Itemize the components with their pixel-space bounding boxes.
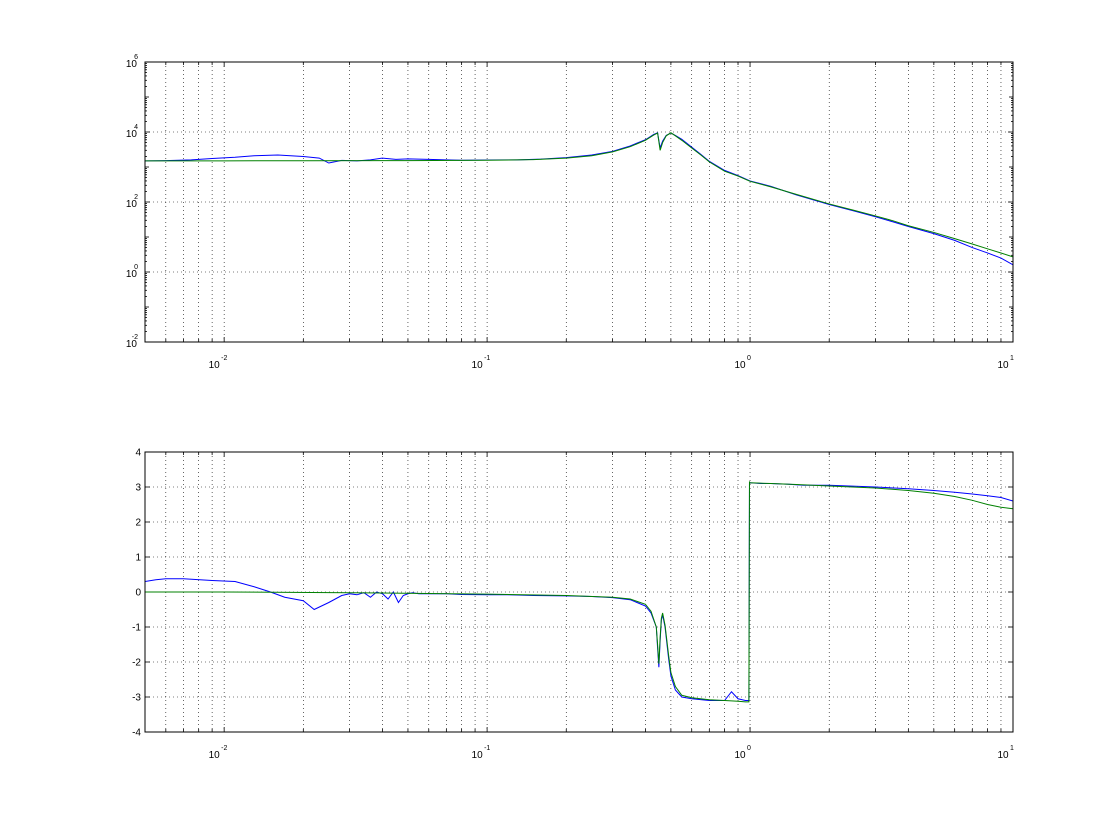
y-tick-label: 10 xyxy=(126,129,138,140)
x-tick-label: 10 xyxy=(997,360,1009,371)
y-tick-label: 2 xyxy=(135,518,141,529)
y-tick-label-exponent: 0 xyxy=(134,264,138,271)
y-tick-label: 4 xyxy=(135,448,141,459)
x-tick-label-exponent: 0 xyxy=(747,745,751,752)
magnitude-series-line-2 xyxy=(145,132,1013,258)
y-tick-label: 10 xyxy=(126,269,138,280)
y-tick-label: 10 xyxy=(126,199,138,210)
plot-area xyxy=(145,62,1013,342)
y-tick-label-exponent: -2 xyxy=(132,334,138,341)
y-tick-label: -1 xyxy=(132,623,141,634)
x-tick-label-exponent: -1 xyxy=(484,745,490,752)
axes-frame xyxy=(144,61,1014,343)
x-tick-label-exponent: 1 xyxy=(1010,355,1014,362)
x-tick-label: 10 xyxy=(472,360,484,371)
phase-series-group xyxy=(145,480,1013,703)
y-tick-label: 10 xyxy=(126,339,138,350)
y-tick-label-exponent: 4 xyxy=(134,124,138,131)
y-tick-label: -2 xyxy=(132,658,141,669)
magnitude-series-group xyxy=(145,132,1013,266)
axes-frame xyxy=(144,451,1014,733)
y-tick-label-exponent: 6 xyxy=(134,54,138,61)
x-tick-label-exponent: -2 xyxy=(221,745,227,752)
x-tick-label: 10 xyxy=(209,750,221,761)
phase-series-line-2 xyxy=(145,480,1013,703)
x-tick-label-exponent: 1 xyxy=(1010,745,1014,752)
x-tick-label: 10 xyxy=(209,360,221,371)
x-tick-label: 10 xyxy=(734,750,746,761)
x-tick-label: 10 xyxy=(734,360,746,371)
y-tick-label-exponent: 2 xyxy=(134,194,138,201)
x-tick-label: 10 xyxy=(472,750,484,761)
y-tick-label: -4 xyxy=(132,728,141,739)
y-tick-label: -3 xyxy=(132,693,141,704)
y-tick-label: 1 xyxy=(135,553,141,564)
x-tick-label: 10 xyxy=(997,750,1009,761)
x-tick-label-exponent: -1 xyxy=(484,355,490,362)
x-tick-label-exponent: -2 xyxy=(221,355,227,362)
y-tick-label: 3 xyxy=(135,483,141,494)
x-tick-label-exponent: 0 xyxy=(747,355,751,362)
y-tick-label: 0 xyxy=(135,588,141,599)
y-tick-label: 10 xyxy=(126,59,138,70)
